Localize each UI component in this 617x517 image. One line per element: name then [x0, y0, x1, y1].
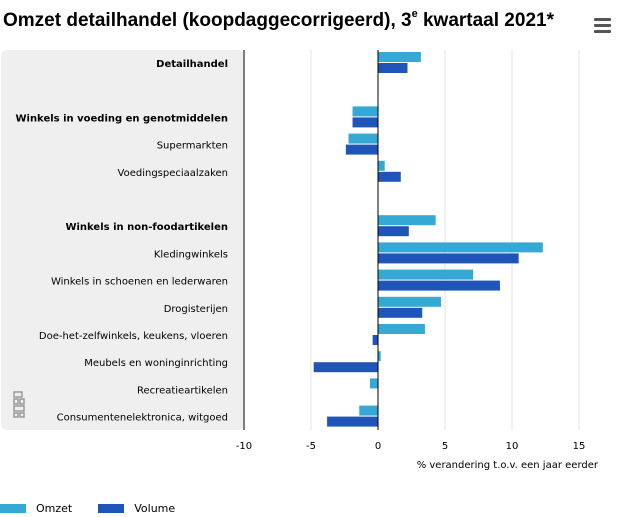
category-panel [1, 50, 244, 430]
bar-omzet-drogisterijen [378, 296, 441, 307]
title-text: Omzet detailhandel (koopdaggecorrigeerd)… [3, 10, 412, 31]
category-label-winkels-in-non-foodartikelen: Winkels in non-foodartikelen [65, 222, 228, 233]
bar-chart: Detailhandel Winkels in voeding en genotm… [1, 50, 599, 471]
bar-volume-doe-het-zelfwinkels-keukens-vloeren [372, 335, 378, 345]
legend-swatch-omzet [0, 504, 26, 513]
x-tick-label: 10 [506, 441, 519, 452]
cbs-logo-icon [13, 391, 25, 418]
bar-omzet-winkels-in-voeding-en-genotmiddelen [352, 106, 378, 117]
bar-omzet-consumentenelektronica-witgoed [359, 405, 378, 416]
legend-label-volume: Volume [134, 502, 176, 515]
bar-omzet-winkels-in-non-foodartikelen [378, 215, 436, 226]
bar-omzet-supermarkten [348, 133, 378, 144]
bar-volume-consumentenelektronica-witgoed [327, 416, 378, 427]
chart-menu-icon[interactable] [594, 18, 611, 33]
bar-volume-drogisterijen [378, 307, 423, 318]
bar-volume-detailhandel [378, 63, 408, 73]
category-label-recreatieartikelen: Recreatieartikelen [137, 385, 228, 396]
category-label-drogisterijen: Drogisterijen [164, 304, 228, 315]
x-tick-label: 0 [375, 441, 381, 452]
bar-omzet-meubels-en-woninginrichting [378, 351, 381, 362]
x-tick-label: 5 [442, 441, 448, 452]
bar-omzet-kledingwinkels [378, 242, 543, 253]
bar-volume-winkels-in-voeding-en-genotmiddelen [352, 117, 378, 128]
bar-volume-kledingwinkels [378, 253, 519, 264]
category-label-winkels-in-schoenen-en-lederwaren: Winkels in schoenen en lederwaren [51, 277, 228, 288]
category-label-winkels-in-voeding-en-genotmiddelen: Winkels in voeding en genotmiddelen [15, 113, 228, 124]
bar-omzet-voedingspeciaalzaken [378, 160, 385, 171]
category-label-consumentenelektronica-witgoed: Consumentenelektronica, witgoed [57, 413, 228, 424]
category-label-detailhandel: Detailhandel [156, 59, 228, 70]
title-superscript: e [411, 8, 418, 20]
x-axis-label: % verandering t.o.v. een jaar eerder [417, 460, 599, 471]
category-label-voedingspeciaalzaken: Voedingspeciaalzaken [118, 168, 228, 179]
bar-omzet-detailhandel [378, 52, 421, 62]
bar-volume-voedingspeciaalzaken [378, 171, 401, 182]
title-suffix: kwartaal 2021* [417, 10, 554, 31]
bar-volume-winkels-in-non-foodartikelen [378, 226, 409, 237]
bar-omzet-doe-het-zelfwinkels-keukens-vloeren [378, 324, 425, 334]
category-label-supermarkten: Supermarkten [157, 141, 228, 152]
x-tick-label: 15 [573, 441, 586, 452]
legend-swatch-volume [98, 504, 125, 513]
category-label-doe-het-zelfwinkels-keukens-vloeren: Doe-het-zelfwinkels, keukens, vloeren [39, 331, 228, 342]
category-label-meubels-en-woninginrichting: Meubels en woninginrichting [84, 358, 228, 369]
x-tick-label: -10 [236, 441, 252, 452]
x-tick-label: -5 [306, 441, 316, 452]
legend: Omzet Volume [0, 500, 201, 517]
legend-label-omzet: Omzet [36, 502, 73, 515]
bar-omzet-winkels-in-schoenen-en-lederwaren [378, 269, 474, 280]
legend-item-omzet[interactable]: Omzet [0, 502, 72, 515]
category-label-kledingwinkels: Kledingwinkels [154, 249, 228, 260]
legend-item-volume[interactable]: Volume [98, 502, 175, 515]
bar-omzet-recreatieartikelen [369, 378, 378, 389]
bar-volume-winkels-in-schoenen-en-lederwaren [378, 280, 500, 291]
bar-volume-supermarkten [345, 144, 378, 155]
bar-volume-meubels-en-woninginrichting [313, 362, 378, 373]
chart-title: Omzet detailhandel (koopdaggecorrigeerd)… [3, 8, 554, 32]
